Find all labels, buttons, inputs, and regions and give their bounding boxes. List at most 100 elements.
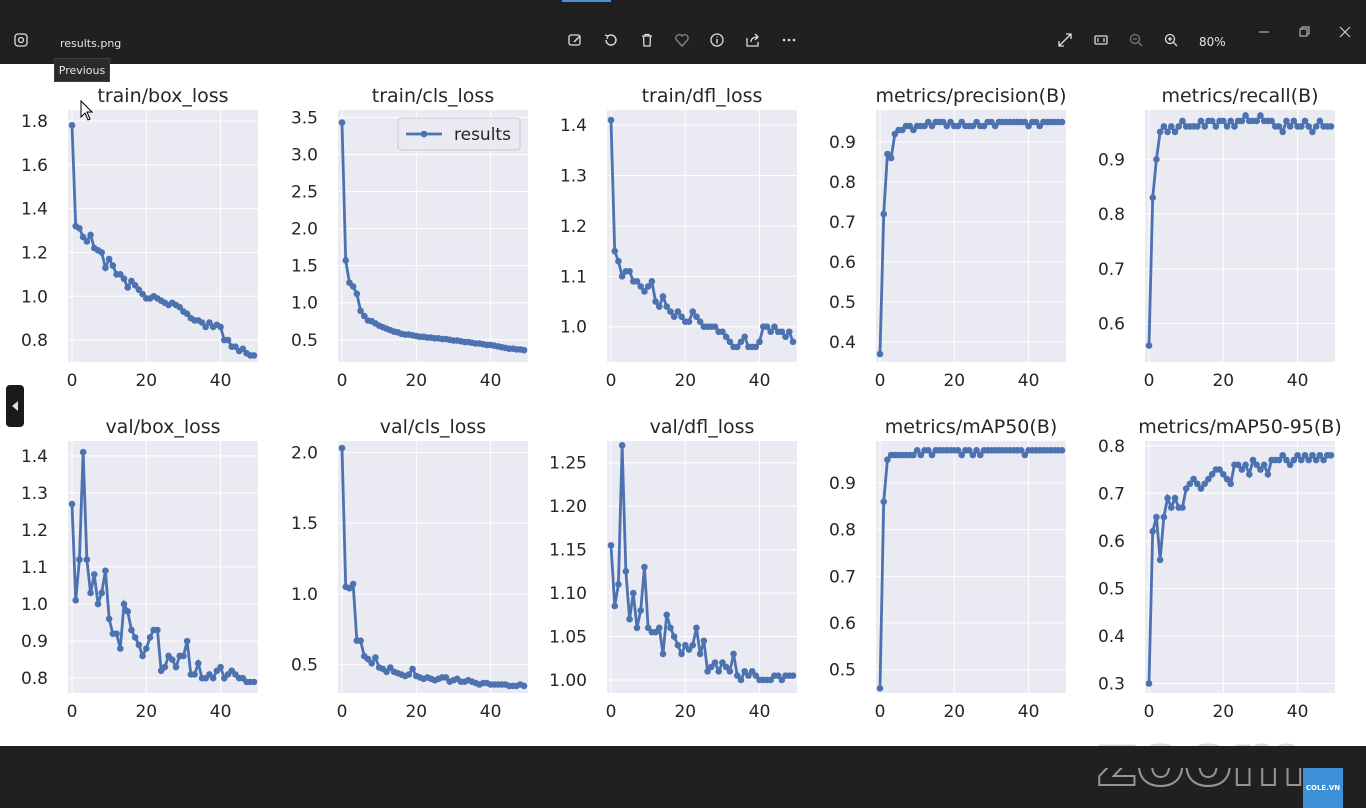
chart-9: 0.3 0.4 0.5 0.6 0.7 0.8 0 20 40 metrics/mAP50-95(… [1098,416,1342,722]
data-point [733,343,741,351]
x-tick-label: 20 [405,371,427,391]
y-tick-label: 0.7 [1098,260,1125,280]
previous-button[interactable] [6,385,24,427]
data-point [135,286,143,293]
data-point [338,119,346,126]
data-point [969,451,977,459]
edit-icon [567,32,583,52]
data-point [637,283,645,290]
data-point [913,447,921,454]
data-point [1197,117,1205,125]
minimize-button[interactable] [1250,20,1278,48]
favorite-button[interactable] [668,28,696,56]
actual-size-button[interactable] [1087,28,1115,56]
data-point [767,328,775,336]
delete-button[interactable] [633,28,661,56]
results-chart-grid: 0.8 1.0 1.2 1.4 1.6 1.8 0 20 40 train/box_loss 0.5… [21,85,1342,722]
data-point [674,641,682,649]
chart-title: metrics/mAP50(B) [885,416,1057,438]
data-point [726,667,734,675]
more-options-button[interactable] [775,28,803,56]
data-point [87,231,94,239]
data-point [704,667,711,675]
data-point [752,672,760,679]
app-menu-button[interactable] [7,28,35,56]
data-point [183,310,191,318]
data-point [641,288,648,295]
data-point [782,333,789,341]
rotate-button[interactable] [597,28,625,56]
data-point [172,663,180,671]
x-tick-label: 20 [1212,371,1234,391]
file-info-button[interactable] [703,28,731,56]
data-point [1283,456,1290,464]
chart-title: train/dfl_loss [642,85,763,107]
y-tick-label: 0.8 [1098,205,1125,225]
x-tick-label: 0 [875,371,886,391]
data-point [109,262,117,269]
data-point [1160,513,1168,521]
data-point [611,602,619,610]
data-point [637,607,645,614]
data-point [1257,112,1264,119]
data-point [1164,494,1171,502]
zoom-out-button[interactable] [1122,28,1150,56]
y-tick-label: 1.3 [21,484,48,504]
zoom-in-button[interactable] [1157,28,1185,56]
data-point [194,660,202,667]
data-point [745,672,752,679]
data-point [79,448,87,456]
data-point [520,346,528,354]
data-point [615,257,622,265]
chart-title: metrics/precision(B) [875,85,1066,107]
data-point [1316,117,1324,125]
data-point [928,451,936,459]
data-point [250,678,258,686]
data-point [737,676,745,684]
data-point [209,674,217,682]
data-point [1179,117,1186,125]
y-tick-label: 0.6 [829,253,856,273]
y-tick-label: 1.0 [560,318,587,338]
zoom-level[interactable]: 80% [1199,35,1226,49]
y-tick-label: 0.5 [291,331,318,351]
data-point [198,319,206,326]
data-point [678,313,685,320]
data-point [771,323,778,331]
data-point [232,343,239,350]
data-point [711,323,719,331]
x-tick-label: 40 [1018,371,1040,391]
close-button[interactable] [1331,20,1359,48]
data-point [652,298,659,305]
data-point [386,664,394,671]
data-point [789,672,797,679]
data-point [1156,128,1164,136]
colevn-badge: COLE.VN [1303,768,1343,808]
share-icon [745,32,761,52]
plot-area [876,441,1066,693]
actual-size-icon [1093,32,1109,52]
legend-marker [420,130,428,138]
data-point [1290,117,1298,125]
edit-image-button[interactable] [561,28,589,56]
chart-4: 0.6 0.7 0.8 0.9 0 20 40 metrics/recall(B) [1098,85,1335,391]
data-point [409,665,416,673]
data-point [87,589,94,597]
share-button[interactable] [739,28,767,56]
data-point [360,312,368,320]
legend-label: results [454,125,511,145]
data-point [217,663,224,671]
data-point [139,652,146,660]
x-tick-label: 40 [480,702,502,722]
data-point [202,323,210,331]
data-point [1286,123,1294,130]
data-point [785,328,793,336]
x-tick-label: 0 [1144,371,1155,391]
data-point [1145,680,1153,687]
rotate-icon [603,32,619,52]
x-tick-label: 20 [943,702,965,722]
restore-button[interactable] [1290,20,1318,48]
y-tick-label: 0.8 [21,331,48,351]
fullscreen-button[interactable] [1051,28,1079,56]
data-point [910,451,917,459]
